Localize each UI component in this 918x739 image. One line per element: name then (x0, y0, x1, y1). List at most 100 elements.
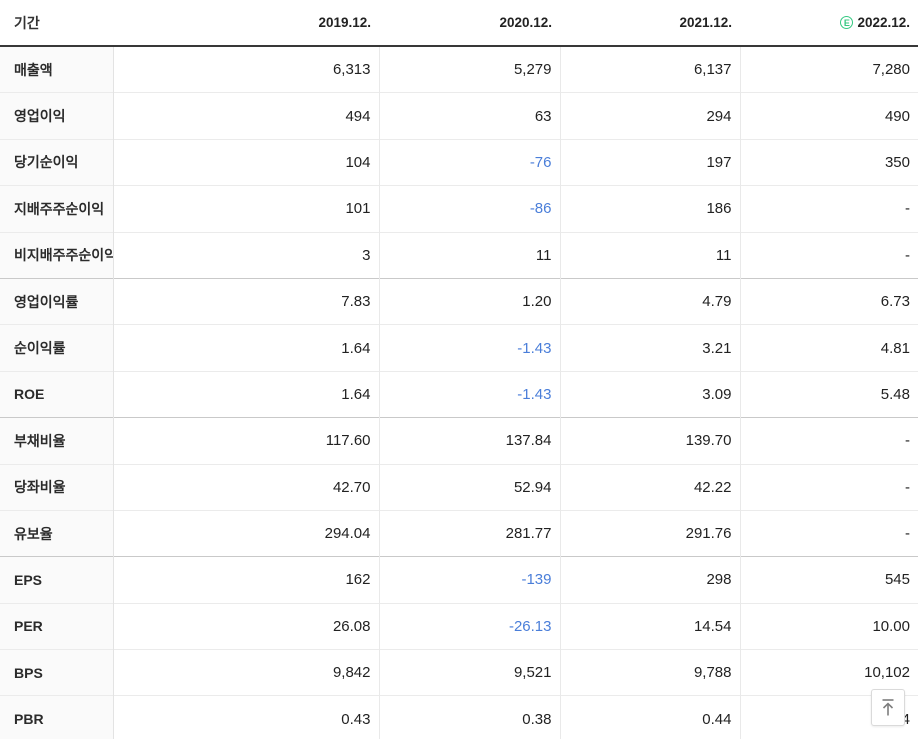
year-header-2019: 2019.12. (113, 0, 379, 47)
year-header-2022-estimate: E 2022.12. (740, 0, 918, 47)
row-label: 당좌비율 (0, 463, 114, 511)
table-cell: -1.43 (379, 370, 561, 418)
table-cell: - (740, 463, 918, 511)
table-header: 기간 2019.12. 2020.12. 2021.12. E 2022.12. (0, 0, 918, 47)
table-cell: - (740, 417, 918, 465)
year-header-2022-label: 2022.12. (857, 15, 910, 30)
table-cell: 9,788 (560, 649, 741, 696)
table-cell: 4.81 (740, 324, 918, 372)
table-row: 매출액 6,313 5,279 6,137 7,280 (0, 46, 918, 93)
table-cell: 545 (740, 556, 918, 604)
row-label: EPS (0, 556, 114, 604)
estimate-icon: E (840, 16, 854, 29)
row-label: 영업이익 (0, 92, 114, 140)
table-cell: 490 (740, 92, 918, 140)
table-cell: 14.54 (560, 602, 741, 650)
table-cell: 137.84 (379, 417, 561, 465)
table-row: EPS 162 -139 298 545 (0, 556, 918, 604)
table-cell: 186 (560, 185, 741, 233)
table-cell: 11 (560, 231, 741, 279)
table-cell: 26.08 (113, 602, 380, 650)
table-cell: 6.73 (740, 277, 918, 325)
table-cell: 281.77 (379, 509, 561, 557)
table-cell: -86 (379, 185, 561, 233)
table-row: 지배주주순이익 101 -86 186- (0, 185, 918, 233)
table-cell: 3.21 (560, 324, 741, 372)
table-cell: 197 (560, 138, 741, 186)
table-cell: 6,137 (560, 46, 741, 93)
table-row: BPS 9,842 9,521 9,788 10,102 (0, 649, 918, 696)
year-header-2020: 2020.12. (379, 0, 560, 47)
arrow-up-to-top-icon (882, 699, 894, 716)
table-cell: 7.83 (113, 277, 380, 325)
table-cell: 3 (113, 231, 380, 279)
table-cell: 9,842 (113, 649, 380, 696)
table-row: 부채비율 117.60 137.84 139.70- (0, 417, 918, 465)
table-cell: 117.60 (113, 417, 380, 465)
table-cell: 139.70 (560, 417, 741, 465)
table-row: 당좌비율 42.70 52.94 42.22- (0, 463, 918, 511)
table-cell: 494 (113, 92, 380, 140)
row-label: 지배주주순이익 (0, 185, 114, 233)
table-cell: 291.76 (560, 509, 741, 557)
row-label: PBR (0, 695, 114, 739)
table-row: 영업이익 494 63 294 490 (0, 92, 918, 140)
table-cell: 5.48 (740, 370, 918, 418)
table-body: 매출액 6,313 5,279 6,137 7,280 영업이익 494 63 294 490 당기… (0, 46, 918, 739)
table-row: 당기순이익 104 -76 197 350 (0, 138, 918, 186)
row-label: ROE (0, 370, 114, 418)
table-cell: 4.79 (560, 277, 741, 325)
table-cell: -76 (379, 138, 561, 186)
table-cell: 294 (560, 92, 741, 140)
row-label: 부채비율 (0, 417, 114, 465)
table-cell: 104 (113, 138, 380, 186)
row-label: 영업이익률 (0, 277, 114, 325)
table-cell: 1.20 (379, 277, 561, 325)
table-row: ROE 1.64 -1.43 3.09 5.48 (0, 370, 918, 418)
table-row: 순이익률 1.64 -1.43 3.21 4.81 (0, 324, 918, 372)
row-label: 순이익률 (0, 324, 114, 372)
table-cell: 0.44 (560, 695, 741, 739)
table-cell: 1.64 (113, 324, 380, 372)
row-label: 비지배주주순이익 (0, 231, 114, 279)
table-cell: -26.13 (379, 602, 561, 650)
table-cell: 11 (379, 231, 561, 279)
year-header-2021: 2021.12. (560, 0, 740, 47)
table-cell: 0.43 (113, 695, 380, 739)
table-cell: - (740, 231, 918, 279)
table-cell: 6,313 (113, 46, 380, 93)
table-cell: 162 (113, 556, 380, 604)
table-cell: 1.64 (113, 370, 380, 418)
table-cell: 10,102 (740, 649, 918, 696)
period-header: 기간 (0, 0, 113, 47)
table-cell: - (740, 185, 918, 233)
table-cell: 5,279 (379, 46, 561, 93)
table-row: 비지배주주순이익 3 11 11- (0, 231, 918, 279)
table-cell: -1.43 (379, 324, 561, 372)
scroll-to-top-button[interactable] (871, 689, 905, 726)
row-label: PER (0, 602, 114, 650)
table-cell: 63 (379, 92, 561, 140)
table-cell: 42.70 (113, 463, 380, 511)
table-cell: 294.04 (113, 509, 380, 557)
table-cell: 42.22 (560, 463, 741, 511)
table-cell: 3.09 (560, 370, 741, 418)
table-cell: 350 (740, 138, 918, 186)
header-row: 기간 2019.12. 2020.12. 2021.12. E 2022.12. (0, 0, 918, 47)
table-cell: -139 (379, 556, 561, 604)
table-cell: 101 (113, 185, 380, 233)
table-row: 유보율 294.04 281.77 291.76- (0, 509, 918, 557)
table-cell: 298 (560, 556, 741, 604)
row-label: BPS (0, 649, 114, 696)
row-label: 유보율 (0, 509, 114, 557)
table-cell: 10.00 (740, 602, 918, 650)
table-cell: 9,521 (379, 649, 561, 696)
table-cell: 7,280 (872, 61, 910, 79)
table-cell: - (740, 509, 918, 557)
row-label: 매출액 (0, 46, 114, 93)
row-label: 당기순이익 (0, 138, 114, 186)
table-row: PER 26.08 -26.13 14.54 10.00 (0, 602, 918, 650)
table-cell: 52.94 (379, 463, 561, 511)
